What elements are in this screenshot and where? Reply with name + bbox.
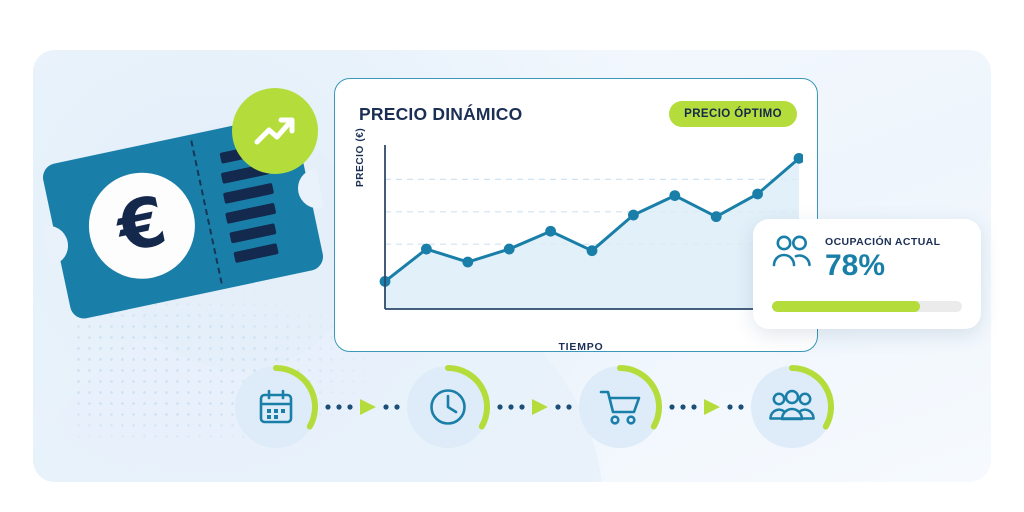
- step-clock[interactable]: [407, 365, 490, 448]
- chart-data-point: [669, 190, 681, 201]
- flow-connector: [325, 399, 400, 415]
- chart-data-point: [503, 243, 515, 255]
- flow-connector: [669, 399, 744, 415]
- trending-up-icon: [254, 117, 295, 145]
- chart-x-axis-label: TIEMPO: [558, 341, 604, 353]
- occupancy-value: 78%: [825, 249, 886, 282]
- euro-icon: €: [110, 181, 174, 269]
- dynamic-price-card: PRECIO DINÁMICO PRECIO ÓPTIMO PRECIO (€)…: [334, 78, 818, 353]
- chart-data-point: [462, 256, 474, 268]
- step-audience[interactable]: [751, 365, 834, 448]
- people-group-icon: [769, 389, 815, 421]
- occupancy-label: OCUPACIÓN ACTUAL: [825, 236, 941, 248]
- barcode-bar: [233, 243, 279, 264]
- chart-data-point: [793, 152, 805, 164]
- barcode-bar: [222, 182, 275, 204]
- process-flow: [235, 365, 835, 448]
- step-calendar[interactable]: [235, 365, 318, 448]
- step-progress-arc: [617, 365, 662, 430]
- calendar-icon: [259, 389, 293, 424]
- step-calendar-circle: [235, 366, 317, 448]
- chart-area-fill: [385, 158, 799, 309]
- chart-data-point: [545, 225, 556, 237]
- barcode-bar: [225, 202, 277, 224]
- barcode-bar: [229, 223, 277, 244]
- chart-data-point: [628, 209, 639, 221]
- current-occupancy-card: OCUPACIÓN ACTUAL 78%: [753, 219, 981, 329]
- flow-connector: [497, 399, 572, 415]
- step-progress-arc: [273, 365, 318, 430]
- chart-data-point: [586, 245, 598, 257]
- step-progress-arc: [789, 365, 834, 430]
- step-progress-arc: [445, 365, 490, 430]
- price-line-chart: PRECIO (€) TIEMPO: [355, 128, 805, 353]
- chart-y-axis-label: PRECIO (€): [355, 127, 366, 187]
- shopping-cart-icon: [599, 390, 641, 425]
- status-badge-optimal-price[interactable]: PRECIO ÓPTIMO: [669, 101, 797, 127]
- chart-data-point: [421, 243, 432, 255]
- chart-data-point: [752, 188, 763, 200]
- occupancy-progress-track: [772, 301, 962, 312]
- trending-up-badge: [232, 88, 318, 174]
- occupancy-progress-fill: [772, 301, 921, 312]
- occupancy-content: OCUPACIÓN ACTUAL 78%: [772, 234, 940, 283]
- ticket-illustration: €: [40, 88, 326, 322]
- chart-data-point: [710, 211, 722, 223]
- chart-header: PRECIO DINÁMICO PRECIO ÓPTIMO: [359, 101, 797, 127]
- page-title: PRECIO DINÁMICO: [359, 103, 523, 124]
- decorative-dot-grid: [73, 288, 373, 438]
- occupancy-texts: OCUPACIÓN ACTUAL 78%: [825, 234, 940, 283]
- step-cart[interactable]: [579, 365, 662, 448]
- people-icon: [772, 235, 811, 267]
- clock-icon: [430, 389, 466, 425]
- chart-plot-area: [379, 145, 805, 310]
